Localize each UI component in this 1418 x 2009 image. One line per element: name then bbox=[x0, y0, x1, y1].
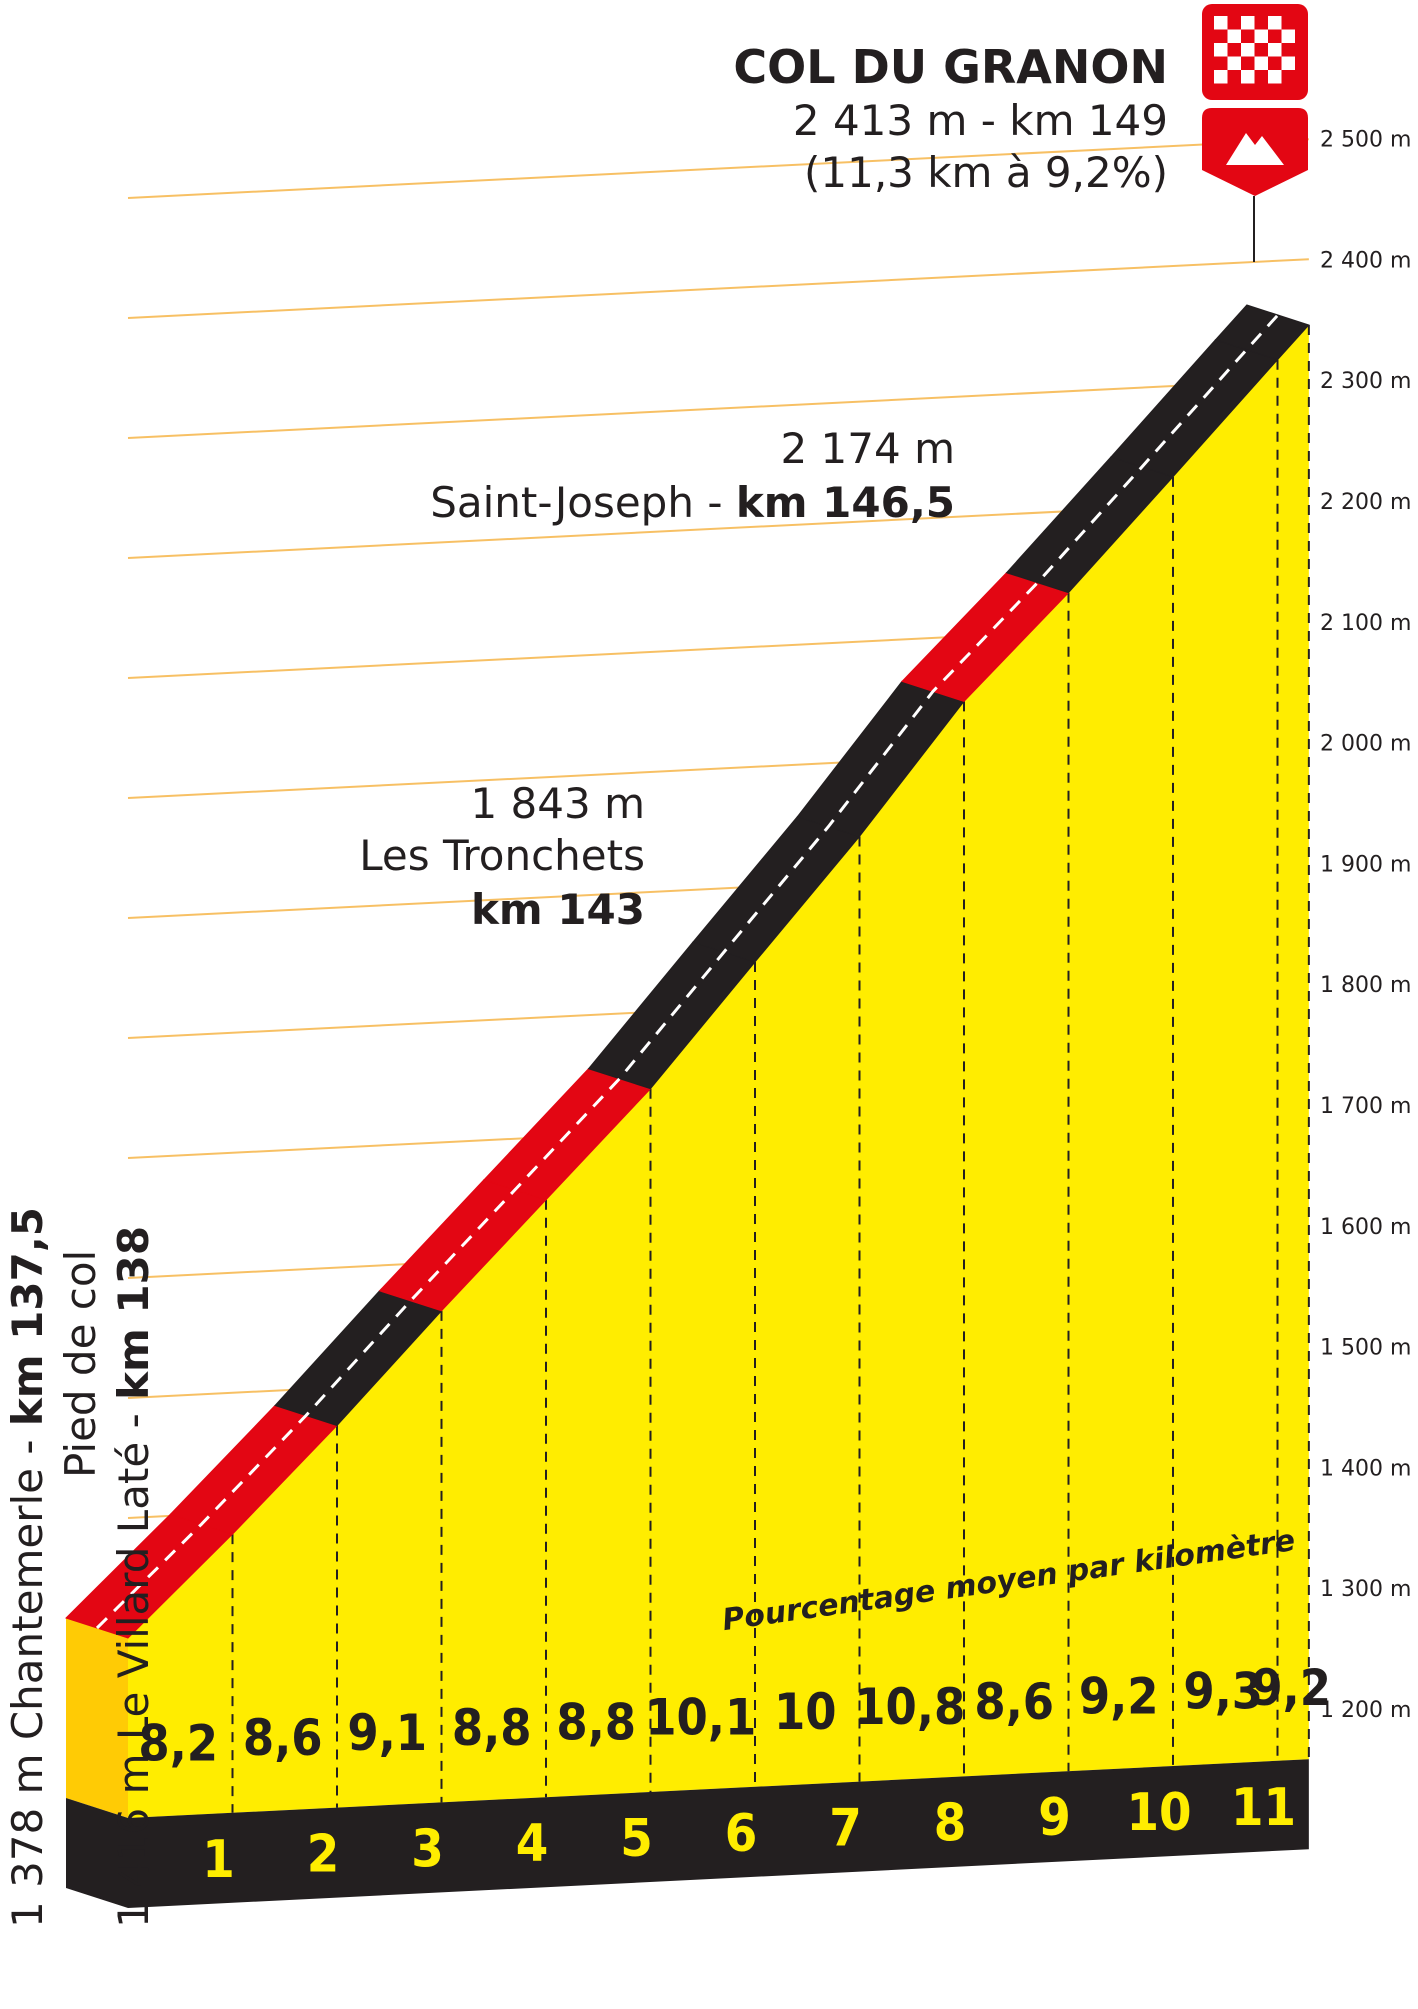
y-tick-label: 1 300 m bbox=[1320, 1577, 1411, 1602]
checker-square bbox=[1241, 43, 1255, 57]
km-tick-label: 11 bbox=[1231, 1778, 1296, 1838]
y-tick-label: 2 400 m bbox=[1320, 248, 1411, 273]
gradient-label: 8,2 bbox=[138, 1714, 218, 1772]
gradient-label: 8,6 bbox=[243, 1709, 323, 1767]
checker-square bbox=[1254, 29, 1268, 43]
waypoint-tronchets-km: km 143 bbox=[471, 885, 645, 934]
checker-square bbox=[1268, 16, 1282, 30]
km-tick-label: 1 bbox=[202, 1830, 235, 1890]
waypoint-saint-joseph-altitude: 2 174 m bbox=[780, 424, 955, 473]
y-tick-label: 2 300 m bbox=[1320, 369, 1411, 394]
waypoint-tronchets-altitude: 1 843 m bbox=[470, 779, 645, 828]
road-center-line bbox=[95, 313, 1279, 1630]
gradient-label: 9,3 bbox=[1183, 1662, 1263, 1720]
summit-altitude-km: 2 413 m - km 149 bbox=[793, 96, 1168, 145]
profile-front-face bbox=[128, 324, 1309, 1818]
km-tick-label: 5 bbox=[620, 1809, 653, 1869]
gradient-label: 10 bbox=[774, 1683, 837, 1741]
checker-square bbox=[1268, 43, 1282, 57]
km-tick-label: 3 bbox=[411, 1819, 444, 1879]
gradient-label: 8,8 bbox=[556, 1694, 636, 1752]
gradient-label: 10,1 bbox=[645, 1688, 756, 1746]
checker-square bbox=[1241, 16, 1255, 30]
waypoint-saint-joseph-name: Saint-Joseph - bbox=[430, 478, 736, 527]
grid-line bbox=[127, 378, 1309, 439]
grid-line bbox=[127, 258, 1309, 319]
checker-square bbox=[1281, 56, 1295, 70]
start-chantemerle-label: 1 378 m Chantemerle - km 137,5 bbox=[3, 1207, 52, 1928]
y-tick-label: 1 400 m bbox=[1320, 1456, 1411, 1481]
km-tick-label: 10 bbox=[1126, 1783, 1191, 1843]
waypoint-tronchets-name: Les Tronchets bbox=[359, 831, 645, 880]
checker-square bbox=[1227, 29, 1241, 43]
checker-square bbox=[1227, 56, 1241, 70]
km-tick-label: 2 bbox=[307, 1825, 340, 1885]
km-tick-label: 9 bbox=[1038, 1788, 1071, 1848]
checker-square bbox=[1281, 29, 1295, 43]
profile-side-face bbox=[66, 1618, 128, 1818]
km-tick-label: 8 bbox=[934, 1793, 967, 1853]
checkered-flag-icon bbox=[1202, 4, 1308, 100]
y-tick-label: 2 200 m bbox=[1320, 490, 1411, 515]
gradient-label: 10,8 bbox=[854, 1678, 965, 1736]
summit-name: COL DU GRANON bbox=[733, 40, 1168, 94]
base-band: 1 2 3 4 5 6 7 8 9 10 11 bbox=[66, 1759, 1309, 1908]
start-villard-late-label: 1 416 m Le Villard Laté - km 138 bbox=[109, 1226, 158, 1928]
summit-length-gradient: (11,3 km à 9,2%) bbox=[804, 148, 1168, 197]
y-tick-label: 1 600 m bbox=[1320, 1215, 1411, 1240]
start-chantemerle-km: km 137,5 bbox=[3, 1207, 52, 1426]
y-tick-label: 1 500 m bbox=[1320, 1336, 1411, 1361]
road-band bbox=[65, 304, 1310, 1639]
base-band-side bbox=[66, 1798, 128, 1908]
y-axis: 1 200 m 1 300 m 1 400 m 1 500 m 1 600 m 1 700… bbox=[1320, 128, 1411, 1723]
y-tick-label: 1 900 m bbox=[1320, 852, 1411, 877]
y-tick-label: 1 800 m bbox=[1320, 973, 1411, 998]
road-segment bbox=[1214, 304, 1310, 361]
gradient-label: 8,8 bbox=[452, 1699, 532, 1757]
checker-square bbox=[1214, 16, 1228, 30]
summit-flags bbox=[1202, 4, 1308, 262]
checker-square bbox=[1214, 43, 1228, 57]
gradient-label: 9,2 bbox=[1079, 1668, 1159, 1726]
start-chantemerle-text: 1 378 m Chantemerle - bbox=[3, 1426, 52, 1928]
checker-square bbox=[1268, 70, 1282, 84]
km-tick-label: 4 bbox=[516, 1814, 549, 1874]
profile-fill: 8,2 8,6 9,1 8,8 8,8 10,1 10 10,8 8,6 9,2 9,39,2 bbox=[66, 324, 1331, 1818]
y-tick-label: 1 200 m bbox=[1320, 1698, 1411, 1723]
km-tick-label: 6 bbox=[725, 1804, 758, 1864]
mountain-icon bbox=[1202, 108, 1308, 196]
y-tick-label: 2 000 m bbox=[1320, 732, 1411, 757]
km-tick-label: 7 bbox=[829, 1799, 862, 1859]
grid-line bbox=[127, 138, 1309, 199]
waypoint-saint-joseph-label: Saint-Joseph - km 146,5 bbox=[430, 478, 955, 527]
start-villard-late-km: km 138 bbox=[109, 1226, 158, 1400]
gradient-label: 9,1 bbox=[347, 1704, 427, 1762]
base-band-front bbox=[128, 1759, 1309, 1908]
y-tick-label: 2 500 m bbox=[1320, 128, 1411, 153]
start-villard-late-text: 1 416 m Le Villard Laté - bbox=[109, 1400, 158, 1928]
waypoint-saint-joseph-km: km 146,5 bbox=[736, 478, 955, 527]
checker-square bbox=[1214, 70, 1228, 84]
y-tick-label: 1 700 m bbox=[1320, 1094, 1411, 1119]
gradient-label: 8,6 bbox=[974, 1673, 1054, 1731]
checker-square bbox=[1241, 70, 1255, 84]
y-tick-label: 2 100 m bbox=[1320, 611, 1411, 636]
gradient-label: 9,2 bbox=[1251, 1659, 1331, 1717]
start-pied-de-col: Pied de col bbox=[56, 1250, 105, 1478]
checker-square bbox=[1254, 56, 1268, 70]
